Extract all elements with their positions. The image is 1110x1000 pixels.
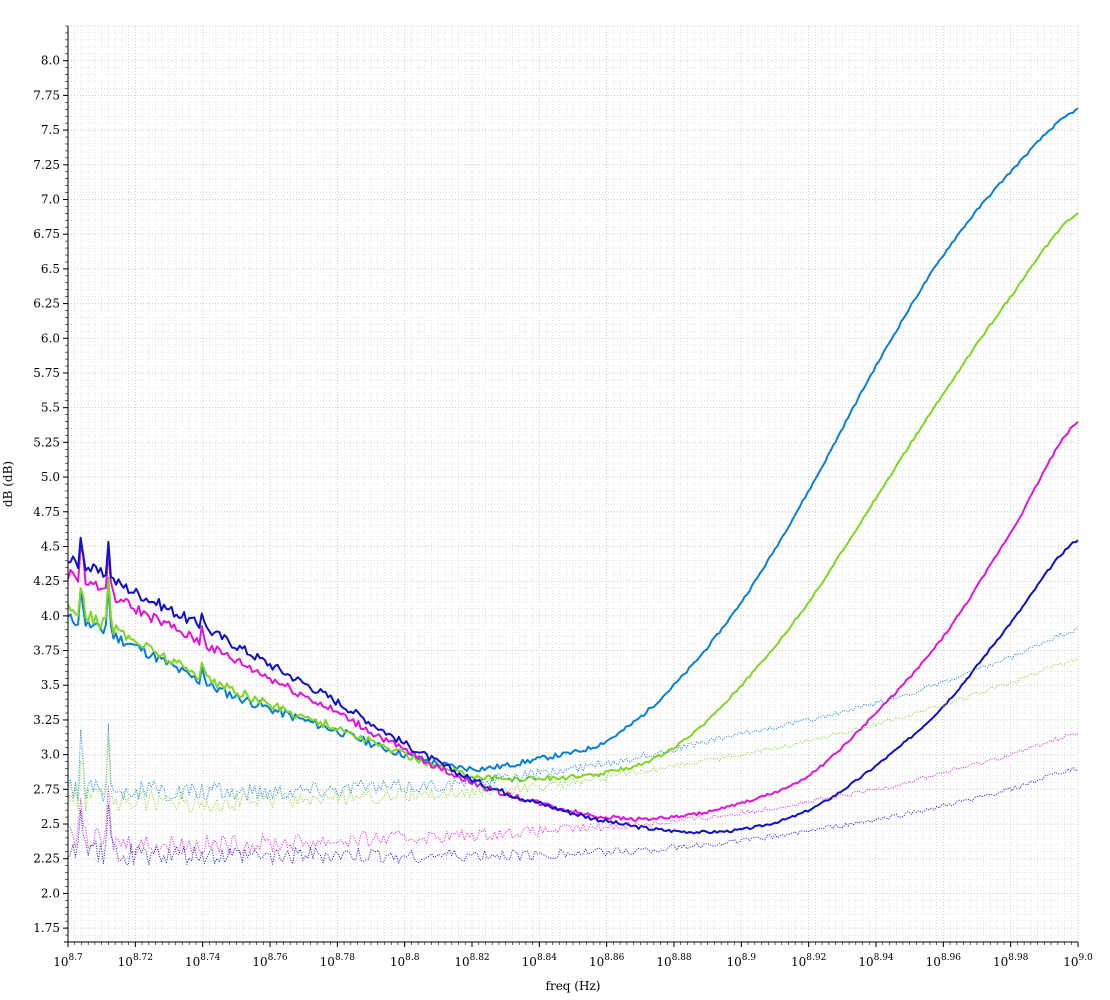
x-tick-label: 108.9 bbox=[727, 953, 757, 969]
x-tick-label: 108.78 bbox=[320, 953, 356, 969]
x-tick-label: 108.8 bbox=[390, 953, 420, 969]
y-tick-label: 2.0 bbox=[41, 886, 60, 900]
x-axis-title: freq (Hz) bbox=[546, 979, 601, 993]
y-tick-label: 1.75 bbox=[33, 921, 60, 935]
y-tick-label: 6.0 bbox=[41, 331, 60, 345]
x-tick-label: 108.7 bbox=[53, 953, 83, 969]
x-tick-label: 108.82 bbox=[454, 953, 489, 969]
series-line-nfmin-1 bbox=[67, 627, 1079, 802]
x-tick-label: 108.92 bbox=[791, 953, 826, 969]
y-tick-label: 3.0 bbox=[41, 748, 60, 762]
y-tick-label: 5.5 bbox=[41, 401, 60, 415]
y-tick-label: 3.5 bbox=[41, 678, 60, 692]
y-tick-label: 4.5 bbox=[41, 539, 60, 553]
series-line-nfmin-3 bbox=[67, 733, 1079, 855]
grid bbox=[67, 25, 1079, 942]
y-tick-label: 6.25 bbox=[33, 297, 60, 311]
x-tick-label: 108.84 bbox=[522, 953, 558, 969]
series-line-nfmin-4 bbox=[67, 766, 1079, 866]
series-line-nfmin-2 bbox=[67, 658, 1079, 813]
y-tick-label: 7.25 bbox=[33, 158, 60, 172]
x-tick-label: 109.0 bbox=[1063, 953, 1093, 969]
series-line-nf-4 bbox=[67, 536, 1079, 835]
y-tick-label: 6.75 bbox=[33, 227, 60, 241]
x-tick-label: 108.88 bbox=[656, 953, 692, 969]
y-tick-label: 6.5 bbox=[41, 262, 60, 276]
y-tick-label: 2.25 bbox=[33, 852, 60, 866]
x-tick-label: 108.72 bbox=[118, 953, 153, 969]
y-tick-label: 5.75 bbox=[33, 366, 60, 380]
y-tick-label: 4.75 bbox=[33, 505, 60, 519]
x-tick-label: 108.74 bbox=[185, 953, 221, 969]
y-tick-label: 2.5 bbox=[41, 817, 60, 831]
x-tick-label: 108.98 bbox=[993, 953, 1029, 969]
y-axis-title: dB (dB) bbox=[1, 461, 15, 507]
series-line-nf-2 bbox=[67, 212, 1079, 782]
y-tick-label: 3.25 bbox=[33, 713, 60, 727]
y-tick-label: 7.5 bbox=[41, 123, 60, 137]
y-tick-label: 8.0 bbox=[41, 54, 60, 68]
y-tick-label: 4.0 bbox=[41, 609, 60, 623]
x-tick-label: 108.94 bbox=[858, 953, 894, 969]
y-tick-label: 4.25 bbox=[33, 574, 60, 588]
y-tick-label: 7.75 bbox=[33, 88, 60, 102]
x-tick-label: 108.86 bbox=[589, 953, 625, 969]
axes: 1.75 2.0 2.25 2.5 2.75 3.0 3.25 3.5 3.75 4.0 4.25 4… bbox=[33, 25, 1093, 969]
series-line-nf-3 bbox=[67, 421, 1079, 822]
y-tick-label: 5.0 bbox=[41, 470, 60, 484]
series-group bbox=[67, 107, 1079, 866]
y-tick-label: 7.0 bbox=[41, 192, 60, 206]
x-tick-label: 108.96 bbox=[926, 953, 962, 969]
x-tick-label: 108.76 bbox=[252, 953, 288, 969]
y-tick-label: 2.75 bbox=[33, 782, 60, 796]
y-tick-label: 5.25 bbox=[33, 435, 60, 449]
y-tick-label: 3.75 bbox=[33, 644, 60, 658]
